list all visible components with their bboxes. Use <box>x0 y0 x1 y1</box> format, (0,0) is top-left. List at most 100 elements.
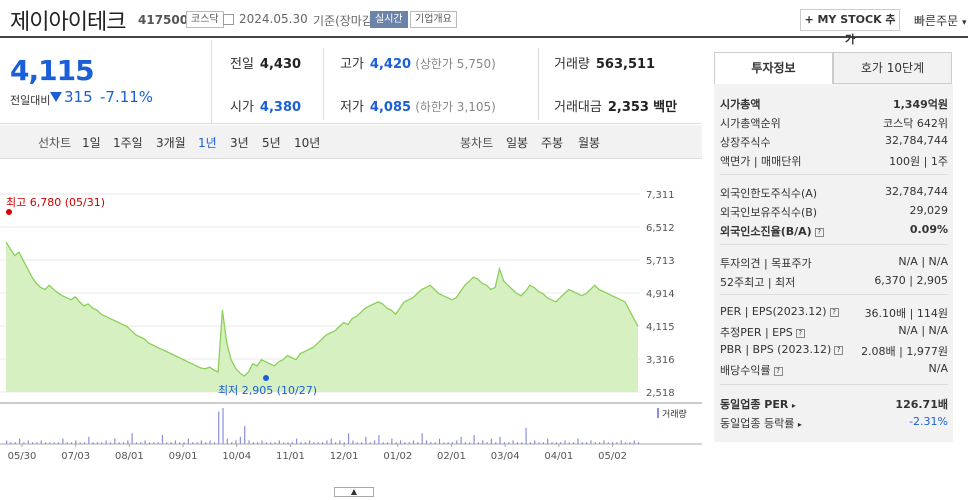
x-tick-label: 04/01 <box>544 451 573 462</box>
help-icon[interactable]: ? <box>829 307 839 317</box>
tab-orderbook[interactable]: 호가 10단계 <box>833 52 952 84</box>
volume-bar <box>386 442 389 444</box>
est-per-value: N/A | N/A <box>898 324 948 337</box>
realtime-badge[interactable]: 실시간 <box>370 11 408 28</box>
volume-bar <box>140 442 142 444</box>
divider <box>538 48 539 120</box>
volume-bar <box>347 433 350 444</box>
volume-bar <box>334 442 337 444</box>
volume-legend-swatch <box>657 408 659 418</box>
market-badge: 코스닥 <box>186 11 224 28</box>
info-label: 시가총액 <box>720 96 760 112</box>
tab-3y[interactable]: 3년 <box>230 136 249 150</box>
tab-monthly[interactable]: 월봉 <box>578 136 601 150</box>
stat-volume-label: 거래량 <box>554 57 590 72</box>
stat-volume-value: 563,511 <box>595 57 656 72</box>
volume-bar <box>499 436 501 444</box>
volume-bar <box>179 442 181 444</box>
volume-bar <box>469 442 471 444</box>
volume-bar <box>231 442 233 444</box>
stock-code: 417500 <box>138 13 189 27</box>
stat-volume: 거래량 563,511 <box>554 53 655 72</box>
volume-bar <box>265 442 267 444</box>
tab-1w[interactable]: 1주일 <box>113 136 143 150</box>
tab-10y[interactable]: 10년 <box>294 136 321 150</box>
y-axis: 7,311 6,512 5,713 4,914 4,115 3,316 2,518 <box>646 190 675 399</box>
market-cap-value: 1,349억원 <box>892 98 948 111</box>
volume-bar <box>356 442 358 444</box>
volume-bar <box>456 440 458 444</box>
tab-5y[interactable]: 5년 <box>262 136 281 150</box>
help-icon[interactable]: ? <box>773 366 783 376</box>
add-mystock-button[interactable]: + MY STOCK 추가 <box>800 9 900 46</box>
sector-rate-label[interactable]: 동일업종 등락률 ▸ <box>720 415 802 431</box>
volume-bar <box>49 442 51 444</box>
tab-daily[interactable]: 일봉 <box>506 136 529 150</box>
volume-bar <box>18 438 21 444</box>
volume-bar <box>486 442 488 444</box>
volume-bar <box>482 440 484 444</box>
volume-bar <box>196 442 198 444</box>
volume-bar <box>417 442 419 444</box>
volume-bar <box>547 438 549 444</box>
volume-bar <box>157 442 159 444</box>
volume-bar <box>222 408 224 444</box>
sector-rate-value: -2.31% <box>909 415 948 428</box>
x-tick-label: 09/01 <box>169 451 198 462</box>
volume-bar <box>75 440 77 444</box>
volume-bar <box>170 442 172 444</box>
volume-bar <box>135 442 138 444</box>
shares-label: 상장주식수 <box>720 136 771 149</box>
per-label-text: PER | EPS(2023.12) <box>720 305 827 318</box>
sector-per-label[interactable]: 동일업종 PER ▸ <box>720 396 796 412</box>
week52-value: 6,370 | 2,905 <box>874 274 948 287</box>
tab-3m[interactable]: 3개월 <box>156 136 186 150</box>
stat-amount-label: 거래대금 <box>554 100 602 115</box>
volume-bar <box>477 442 480 444</box>
volume-bar <box>283 442 285 444</box>
volume-bar <box>270 442 272 444</box>
tab-1d[interactable]: 1일 <box>82 136 101 150</box>
volume-bar <box>464 442 467 444</box>
tab-weekly[interactable]: 주봉 <box>541 136 564 150</box>
price-chart[interactable]: 7,311 6,512 5,713 4,914 4,115 3,316 2,518 05/3… <box>0 160 702 500</box>
volume-bar <box>10 442 12 444</box>
volume-bar <box>525 427 527 444</box>
tab-investment-info[interactable]: 투자정보 <box>714 52 833 84</box>
volume-bar <box>296 438 298 444</box>
help-icon[interactable]: ? <box>795 328 805 338</box>
volume-bar <box>300 442 302 444</box>
price-area <box>6 242 638 392</box>
volume-bar <box>291 442 293 444</box>
volume-bar <box>555 442 557 444</box>
volume-bar <box>205 442 207 444</box>
company-info-button[interactable]: 기업개요 <box>410 11 457 28</box>
foreign-limit-label: 외국인한도주식수(A) <box>720 187 818 200</box>
volume-bars <box>6 408 640 444</box>
volume-bar <box>508 442 510 444</box>
shares-value: 32,784,744 <box>885 134 948 147</box>
help-icon[interactable]: ? <box>814 227 824 237</box>
volume-bar <box>31 442 34 444</box>
volume-bar <box>287 442 289 444</box>
expand-chart-button[interactable]: ▲ <box>334 487 374 497</box>
tab-1y[interactable]: 1년 <box>198 136 217 150</box>
volume-bar <box>360 442 363 444</box>
volume-bar <box>226 438 228 444</box>
stat-high-value: 4,420 <box>369 57 412 72</box>
stat-prev-value: 4,430 <box>259 57 302 72</box>
volume-bar <box>516 442 518 444</box>
quick-order-button[interactable]: 빠른주문 ▾ <box>914 12 967 29</box>
volume-bar <box>503 442 506 444</box>
down-triangle-icon <box>50 92 62 102</box>
divider <box>720 294 948 295</box>
volume-bar <box>187 438 190 444</box>
volume-bar <box>44 442 47 444</box>
stat-amount-unit: 백만 <box>653 100 678 115</box>
foreign-ratio-label: 외국인소진율(B/A)? <box>720 223 824 239</box>
x-tick-label: 01/02 <box>383 451 412 462</box>
help-icon[interactable]: ? <box>834 345 844 355</box>
volume-bar <box>629 442 631 444</box>
volume-bar <box>309 440 311 444</box>
y-tick-label: 4,914 <box>646 289 675 300</box>
